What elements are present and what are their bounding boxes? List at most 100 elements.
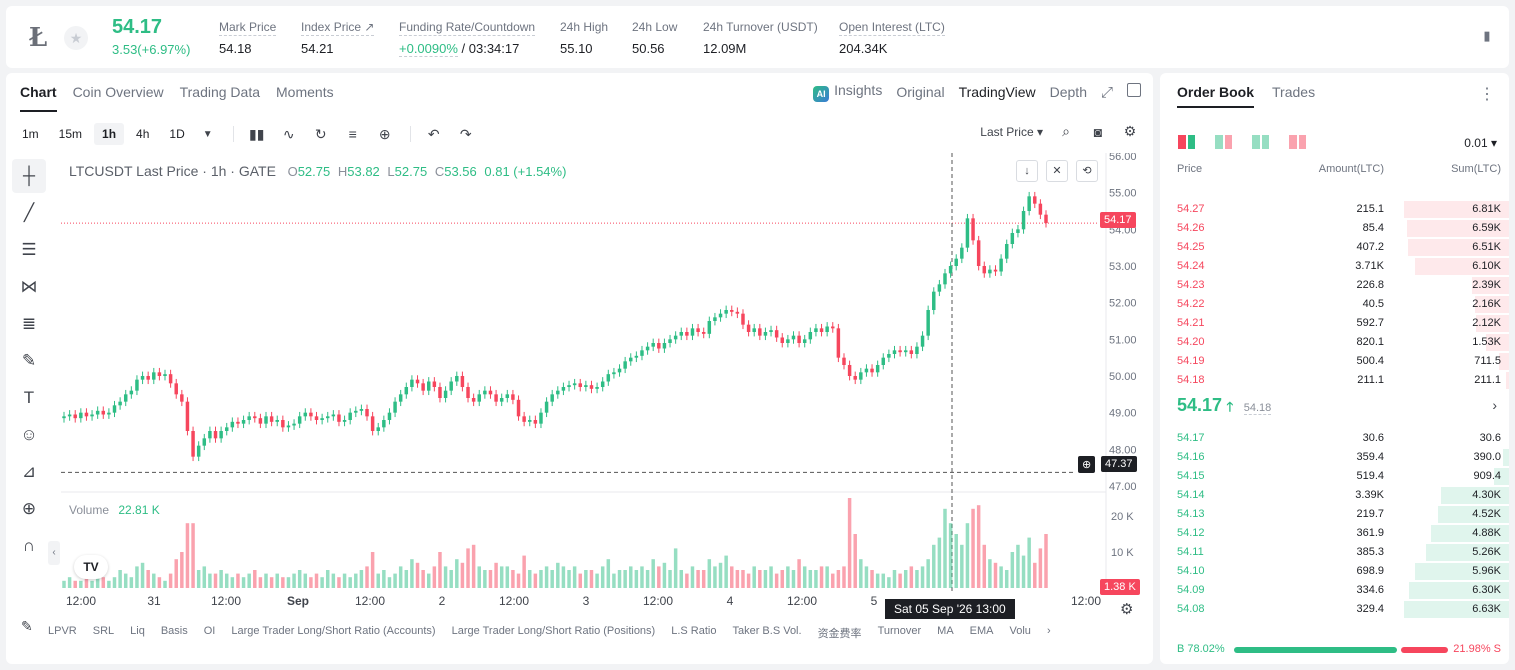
bid-row[interactable]: 54.16 359.4 390.0	[1160, 448, 1509, 467]
bid-row[interactable]: 54.09 334.6 6.30K	[1160, 581, 1509, 600]
indicator-turnover[interactable]: Turnover	[877, 625, 922, 637]
favorite-star-icon[interactable]: ★	[64, 26, 88, 50]
bid-row[interactable]: 54.12 361.9 4.88K	[1160, 524, 1509, 543]
tab-coin-overview[interactable]: Coin Overview	[72, 84, 164, 100]
indicator-liq[interactable]: Liq	[130, 625, 145, 637]
interval-15m[interactable]: 15m	[58, 127, 83, 141]
tab-trades[interactable]: Trades	[1272, 84, 1316, 100]
view-depth[interactable]: Depth	[1049, 84, 1087, 100]
ask-row[interactable]: 54.27 215.1 6.81K	[1160, 200, 1509, 219]
emoji-icon[interactable]: ☺	[20, 425, 38, 444]
ask-row[interactable]: 54.19 500.4 711.5	[1160, 352, 1509, 371]
mode-asks-icon[interactable]	[1289, 135, 1306, 149]
indicator-oi[interactable]: OI	[203, 625, 216, 637]
indicator-taker-bs-vol[interactable]: Taker B.S Vol.	[732, 625, 802, 637]
bid-row[interactable]: 54.11 385.3 5.26K	[1160, 543, 1509, 562]
indicator-large-trader-positions[interactable]: Large Trader Long/Short Ratio (Positions…	[451, 625, 656, 637]
ask-row[interactable]: 54.20 820.1 1.53K	[1160, 333, 1509, 352]
gear-icon[interactable]: ⚙	[1123, 123, 1137, 139]
camera-icon[interactable]: ◙	[1093, 123, 1103, 140]
interval-1d[interactable]: 1D	[169, 127, 185, 141]
bid-row[interactable]: 54.17 30.6 30.6	[1160, 429, 1509, 448]
book-icon[interactable]: ▮	[1483, 28, 1491, 43]
templates-icon[interactable]: ≡	[348, 126, 357, 142]
collapse-icon[interactable]: ✕	[1046, 160, 1068, 182]
horizontal-lines-icon[interactable]: ☰	[21, 240, 37, 259]
mode-bids-icon[interactable]	[1252, 135, 1269, 149]
bid-row[interactable]: 54.14 3.39K 4.30K	[1160, 486, 1509, 505]
stat-index-price[interactable]: Index Price ↗ 54.21	[301, 18, 375, 56]
ruler-icon[interactable]: ⊿	[21, 462, 37, 481]
indicator-more-icon[interactable]: ›	[1046, 625, 1051, 637]
view-original[interactable]: Original	[896, 84, 945, 100]
candlestick-chart[interactable]: 56.0055.0054.0053.0052.0051.0050.0049.00…	[6, 153, 1153, 633]
tab-chart[interactable]: Chart	[20, 84, 57, 112]
bid-row[interactable]: 54.08 329.4 6.63K	[1160, 600, 1509, 619]
collapse-toolbar-icon[interactable]: ‹	[48, 541, 60, 565]
indicator-ma[interactable]: MA	[937, 625, 954, 637]
bid-row[interactable]: 54.13 219.7 4.52K	[1160, 505, 1509, 524]
pattern-icon[interactable]: ⋈	[20, 277, 38, 296]
ask-row[interactable]: 54.26 85.4 6.59K	[1160, 219, 1509, 238]
mode-both-icon[interactable]	[1178, 135, 1195, 149]
crosshair-icon[interactable]: ┼	[12, 159, 46, 193]
view-tradingview[interactable]: TradingView	[958, 84, 1036, 100]
indicator-volume[interactable]: Volu	[1009, 625, 1031, 637]
indicator-srl[interactable]: SRL	[92, 625, 115, 637]
search-icon[interactable]: ⌕	[1062, 123, 1070, 139]
pencil-icon[interactable]: ✎	[21, 618, 33, 634]
scroll-down-icon[interactable]: ↓	[1016, 160, 1038, 182]
bid-row[interactable]: 54.10 698.9 5.96K	[1160, 562, 1509, 581]
indicator-ema[interactable]: EMA	[969, 625, 994, 637]
view-insights[interactable]: AI Insights	[813, 82, 882, 102]
interval-4h[interactable]: 4h	[136, 127, 150, 141]
zoom-in-icon[interactable]: ⊕	[21, 499, 37, 518]
ask-row[interactable]: 54.22 40.5 2.16K	[1160, 295, 1509, 314]
candle-type-icon[interactable]: ▮▮	[249, 125, 265, 142]
ask-row[interactable]: 54.18 211.1 211.1	[1160, 371, 1509, 390]
magnet-icon[interactable]: ∩	[22, 536, 36, 555]
reset-icon[interactable]: ⟲	[1076, 160, 1098, 182]
tab-moments[interactable]: Moments	[276, 84, 334, 100]
stat-open-interest[interactable]: Open Interest (LTC) 204.34K	[839, 18, 945, 56]
interval-1h[interactable]: 1h	[94, 123, 125, 145]
tab-order-book[interactable]: Order Book	[1177, 84, 1255, 108]
brush-icon[interactable]: ✎	[21, 351, 37, 370]
ask-row[interactable]: 54.23 226.8 2.39K	[1160, 276, 1509, 295]
price-type-select[interactable]: Last Price ▾	[980, 124, 1043, 139]
precision-select[interactable]: 0.01 ▾	[1464, 136, 1497, 150]
ask-row[interactable]: 54.21 592.7 2.12K	[1160, 314, 1509, 333]
stat-mark-price[interactable]: Mark Price 54.18	[219, 18, 277, 56]
fib-icon[interactable]: ≣	[21, 314, 37, 333]
indicators-icon[interactable]: ∿	[282, 125, 295, 142]
add-alert-plus-icon[interactable]: ⊕	[1078, 456, 1096, 473]
mode-split-icon[interactable]	[1215, 135, 1232, 149]
chart-settings-gear-icon[interactable]: ⚙	[1120, 601, 1134, 618]
interval-dropdown-icon[interactable]: ▼	[202, 128, 213, 140]
bid-row[interactable]: 54.15 519.4 909.4	[1160, 467, 1509, 486]
indicator-large-trader-accounts[interactable]: Large Trader Long/Short Ratio (Accounts)	[231, 625, 436, 637]
interval-1m[interactable]: 1m	[22, 127, 39, 141]
indicator-basis[interactable]: Basis	[160, 625, 188, 637]
more-icon[interactable]: ⋮	[1479, 86, 1495, 103]
expand-icon[interactable]: ⤢	[1100, 83, 1113, 101]
volume-bar	[937, 537, 942, 588]
stat-funding-rate[interactable]: Funding Rate/Countdown +0.0090% / 03:34:…	[399, 18, 536, 57]
tradingview-logo-icon[interactable]: TV	[74, 555, 108, 579]
indicator-funding-rate[interactable]: 资金费率	[817, 628, 862, 640]
mid-price-row[interactable]: 54.17 🡑 54.18 ›	[1177, 395, 1497, 423]
ask-row[interactable]: 54.25 407.2 6.51K	[1160, 238, 1509, 257]
volume-bar	[774, 573, 779, 588]
indicator-lpvr[interactable]: LPVR	[48, 625, 77, 637]
add-alert-icon[interactable]: ⊕	[378, 125, 391, 142]
chevron-right-icon[interactable]: ›	[1492, 397, 1497, 413]
text-icon[interactable]: T	[23, 388, 35, 407]
indicator-ls-ratio[interactable]: L.S Ratio	[671, 625, 717, 637]
redo-icon[interactable]: ↷	[459, 125, 472, 142]
undo-icon[interactable]: ↶	[427, 125, 440, 142]
ask-row[interactable]: 54.24 3.71K 6.10K	[1160, 257, 1509, 276]
tab-trading-data[interactable]: Trading Data	[179, 84, 261, 100]
trend-line-icon[interactable]: ╱	[23, 203, 35, 222]
window-icon[interactable]	[1127, 82, 1141, 102]
compare-icon[interactable]: ↻	[314, 125, 327, 142]
